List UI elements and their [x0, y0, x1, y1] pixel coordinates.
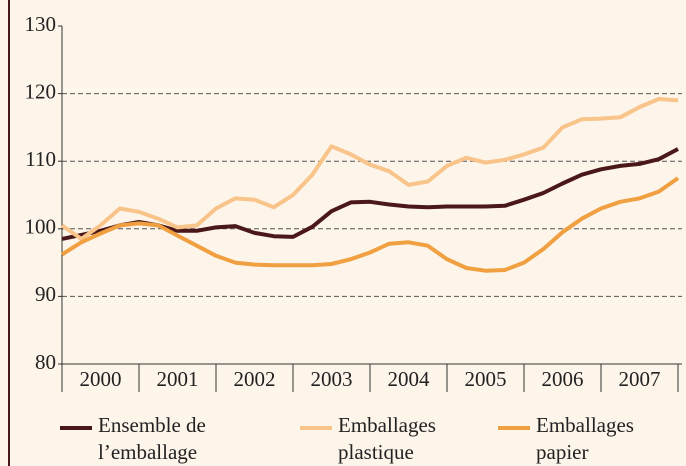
series-line	[60, 176, 680, 273]
legend-swatch	[498, 426, 530, 430]
x-tick-label: 2002	[234, 367, 276, 391]
x-tick-label: 2003	[311, 367, 353, 391]
legend-item: Emballages papier	[498, 412, 668, 466]
y-tick-label: 80	[35, 350, 56, 374]
legend-label: Ensemble de l’emballage	[98, 413, 206, 464]
x-tick-label: 2000	[80, 367, 122, 391]
y-tick-label: 130	[25, 12, 57, 36]
x-tick-label: 2007	[619, 367, 661, 391]
y-tick-label: 100	[25, 215, 57, 239]
x-tick-label: 2004	[388, 367, 431, 391]
legend-swatch	[300, 426, 332, 430]
legend-item: Ensemble de l’emballage	[60, 412, 230, 466]
x-tick-label: 2005	[465, 367, 507, 391]
series-line	[60, 97, 679, 241]
y-tick-label: 90	[35, 282, 56, 306]
legend-swatch	[60, 426, 92, 430]
y-tick-label: 110	[25, 147, 56, 171]
legend-label: Emballages plastique	[338, 413, 436, 464]
legend-label: Emballages papier	[536, 413, 634, 464]
x-tick-label: 2006	[542, 367, 584, 391]
y-tick-label: 120	[25, 79, 57, 103]
legend-item: Emballages plastique	[300, 412, 470, 466]
x-tick-label: 2001	[157, 367, 199, 391]
